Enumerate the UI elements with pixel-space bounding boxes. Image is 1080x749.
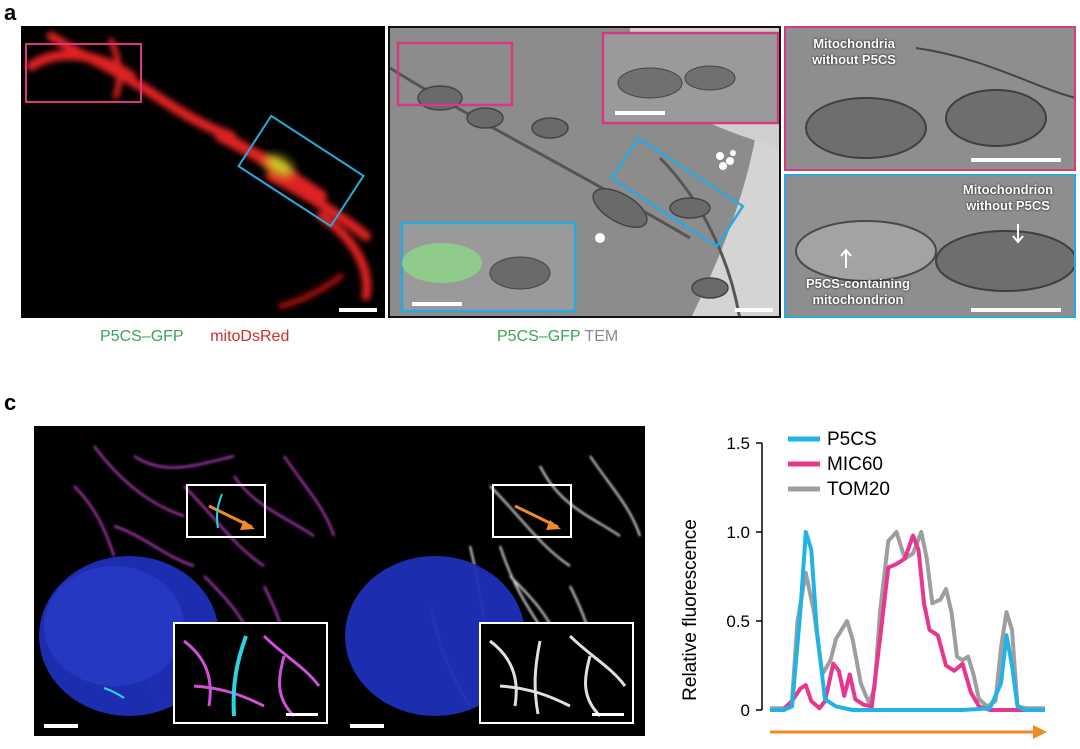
fluorescence-image — [21, 26, 385, 318]
merge-inset — [173, 622, 328, 724]
merge-scale-bar — [44, 724, 78, 728]
tem-zoom-bottom: Mitochondrion without P5CS P5CS-containi… — [784, 174, 1076, 318]
cyan-roi-box — [237, 114, 365, 228]
series-line-p5cs — [770, 530, 1045, 712]
legend-label-p5cs: P5CS — [827, 429, 877, 450]
tem-zoom-top: Mitochondria without P5CS — [784, 26, 1076, 171]
tem-magenta-inset — [601, 31, 779, 125]
tem-image — [388, 26, 781, 318]
legend-label-mic60: MIC60 — [827, 454, 883, 475]
tom20-scale-bar — [350, 724, 384, 728]
fluorescence-profile-chart: Relative fluorescence 0 0.5 1.0 1.5 P5CS MIC… — [680, 429, 1047, 739]
tom20-inset — [479, 622, 634, 724]
y-tick-label: 0 — [741, 701, 750, 720]
zoom-bottom-scale-bar — [971, 308, 1061, 312]
y-axis-label: Relative fluorescence — [680, 519, 701, 701]
scale-bar — [339, 308, 377, 312]
zoom-top-scale-bar — [971, 158, 1061, 162]
zoom-top-annotation: Mitochondria without P5CS — [812, 36, 896, 67]
y-tick-label: 1.5 — [726, 434, 750, 453]
tem-legend-tem: TEM — [584, 328, 619, 345]
y-tick-label: 0.5 — [726, 612, 750, 631]
merge-roi-box — [186, 484, 266, 538]
panel-letter-c: c — [4, 390, 17, 415]
y-tick-label: 1.0 — [726, 523, 750, 542]
tem-magenta-roi-box — [396, 41, 514, 107]
mito-network-drawing — [25, 31, 372, 309]
merge-image — [34, 426, 340, 736]
tem-scale-bar — [735, 308, 773, 312]
series-line-mic60 — [770, 533, 1045, 712]
legend-label-tom20: TOM20 — [827, 479, 890, 500]
fluor-legend: P5CS–GFP mitoDsRed — [100, 328, 289, 346]
fluor-legend-mito: mitoDsRed — [210, 328, 290, 345]
chart-legend: P5CS MIC60 TOM20 — [788, 429, 890, 500]
magenta-roi-box — [25, 43, 142, 103]
tem-cyan-roi-box — [610, 136, 745, 249]
fluor-legend-p5cs: P5CS–GFP — [100, 328, 184, 345]
panel-letter-a: a — [4, 0, 17, 25]
tem-drawing — [390, 28, 779, 316]
tem-legend: P5CS–GFP TEM — [497, 328, 618, 346]
zoom-bottom-annotation-right: Mitochondrion without P5CS — [962, 182, 1054, 213]
tom20-image — [340, 426, 645, 736]
x-axis-arrowhead — [1033, 725, 1047, 739]
tem-cyan-inset — [400, 221, 577, 313]
zoom-bottom-annotation-left: P5CS-containing mitochondrion — [805, 276, 910, 307]
tom20-roi-box — [492, 484, 572, 538]
tem-legend-p5cs: P5CS–GFP — [497, 328, 581, 345]
